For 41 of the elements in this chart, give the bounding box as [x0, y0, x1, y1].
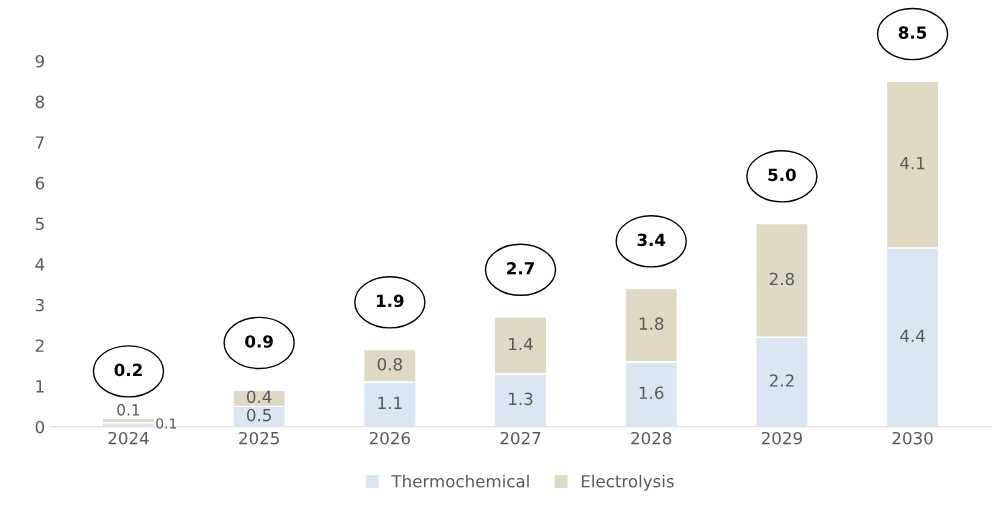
y-tick-label: 1: [36, 380, 44, 393]
data-label: 1.8: [639, 317, 664, 330]
data-label: 4.1: [900, 157, 925, 170]
data-label: 0.1: [117, 404, 140, 416]
x-tick-label: 2027: [500, 431, 541, 445]
y-tick-label: 9: [35, 54, 45, 68]
data-label: 2.2: [769, 374, 794, 387]
x-tick-label: 2028: [631, 431, 672, 445]
y-tick-label: 8: [35, 95, 45, 109]
total-label: 1.9: [376, 294, 404, 308]
y-tick-label: 4: [35, 258, 45, 271]
x-tick-label: 2024: [108, 431, 149, 445]
x-tick-label: 2026: [369, 431, 410, 445]
x-tick-label: 2030: [892, 431, 933, 445]
total-label: 8.5: [898, 26, 927, 39]
y-tick-label: 5: [35, 217, 44, 231]
total-label: 3.4: [637, 233, 666, 247]
legend-label: Thermochemical: [391, 474, 529, 488]
data-label: 0.8: [377, 357, 402, 371]
y-tick-label: 0: [35, 420, 45, 434]
total-label: 5.0: [768, 168, 796, 182]
data-label: 1.3: [509, 392, 533, 406]
data-label: 0.5: [246, 408, 271, 422]
data-label: 1.1: [378, 396, 402, 409]
y-tick-label: 7: [35, 136, 44, 149]
data-label: 1.6: [639, 386, 664, 400]
legend-label: Electrolysis: [581, 474, 674, 491]
y-tick-label: 3: [35, 298, 44, 312]
total-label: 0.2: [114, 363, 142, 377]
data-label: 2.8: [769, 272, 794, 286]
x-tick-label: 2025: [239, 431, 279, 445]
data-label: 0.4: [246, 390, 272, 404]
total-label: 0.9: [245, 335, 273, 348]
data-label: 4.4: [900, 329, 925, 342]
x-tick-label: 2029: [761, 431, 802, 445]
y-tick-label: 6: [35, 176, 45, 190]
y-tick-label: 2: [35, 339, 44, 352]
bar: [101, 417, 156, 424]
data-label: 1.4: [509, 337, 533, 351]
data-label: 0.1: [156, 418, 177, 429]
total-label: 2.7: [507, 262, 534, 275]
